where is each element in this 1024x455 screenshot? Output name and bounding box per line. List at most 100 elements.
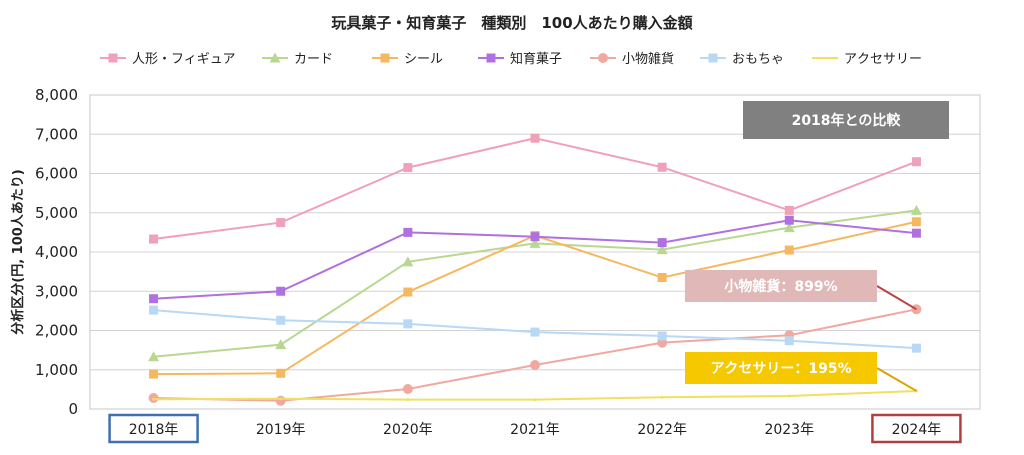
callout-text: 2018年との比較 [792, 112, 902, 129]
x-tick-label: 2022年 [637, 422, 687, 438]
data-point [403, 163, 413, 173]
data-point [275, 395, 286, 406]
data-point [656, 244, 668, 255]
data-point [660, 395, 664, 399]
legend-item: 小物雑貨 [590, 51, 674, 67]
data-point [657, 331, 667, 341]
data-point [149, 294, 159, 304]
data-point [403, 287, 413, 297]
series-知育菓子 [149, 215, 921, 304]
data-point [598, 53, 608, 63]
data-point [276, 286, 286, 296]
data-point [149, 234, 159, 244]
data-point [276, 218, 286, 228]
data-point [152, 397, 156, 401]
data-point [403, 319, 413, 329]
legend-label: カード [294, 52, 333, 67]
legend-item: カード [262, 52, 333, 67]
legend: 人形・フィギュア カード シール 知育菓子 小物雑貨 おもちゃ アクセサリー [100, 51, 922, 67]
data-point [148, 351, 160, 362]
data-point [708, 53, 718, 63]
series-人形・フィギュア [149, 133, 921, 244]
data-point [530, 232, 540, 242]
data-point [402, 256, 414, 267]
series-layer [148, 133, 922, 406]
x-tick-label: 2024年 [892, 422, 942, 438]
y-tick-label: 1,000 [35, 361, 78, 379]
data-point [380, 53, 390, 63]
data-point [269, 52, 281, 63]
legend-label: シール [404, 52, 443, 67]
plot-area [89, 94, 981, 410]
data-point [276, 315, 286, 325]
series-line [153, 137, 917, 241]
data-point [530, 327, 540, 337]
legend-item: おもちゃ [700, 52, 784, 67]
data-point [486, 53, 496, 63]
data-point [533, 398, 537, 402]
y-tick-label: 7,000 [35, 125, 78, 143]
legend-item: 人形・フィギュア [100, 52, 235, 67]
data-point [911, 157, 921, 167]
series-カード [148, 204, 922, 362]
y-tick-label: 3,000 [35, 282, 78, 300]
legend-label: 小物雑貨 [622, 51, 674, 67]
x-tick-highlight-box [871, 413, 962, 444]
legend-label: おもちゃ [732, 52, 784, 67]
chart-title: 玩具菓子・知育菓子 種類別 100人あたり購入金額 [331, 14, 692, 32]
callout: アクセサリー：195% [685, 352, 917, 392]
data-point [911, 228, 921, 238]
x-tick-label: 2019年 [256, 422, 306, 438]
callout-leader [876, 367, 917, 392]
data-point [657, 273, 667, 283]
callout-box [685, 270, 877, 302]
callout-leader [876, 285, 917, 311]
data-point [784, 245, 794, 255]
callout: 2018年との比較 [743, 101, 949, 139]
data-point [910, 204, 922, 215]
data-point [149, 369, 159, 379]
data-point [657, 162, 667, 172]
data-point [783, 222, 795, 233]
y-axis-label: 分析区分(円, 100人あたり) [10, 169, 26, 334]
data-point [784, 205, 794, 215]
legend-label: 人形・フィギュア [132, 52, 235, 67]
x-tick-label: 2020年 [383, 422, 433, 438]
data-point [279, 397, 283, 401]
y-tick-label: 2,000 [35, 322, 78, 340]
x-tick-label: 2021年 [510, 422, 560, 438]
legend-item: 知育菓子 [478, 51, 562, 67]
data-point [276, 368, 286, 378]
data-point [787, 394, 791, 398]
callout: 小物雑貨：899% [685, 270, 917, 311]
y-axis: 0 1,000 2,000 3,000 4,000 5,000 6,000 7,000 8,00… [35, 86, 78, 418]
data-point [530, 360, 540, 371]
x-axis: 2018年 2019年 2020年 2021年 2022年 2023年 2024年 [108, 413, 962, 444]
data-point [657, 238, 667, 248]
legend-item: アクセサリー [812, 52, 922, 67]
legend-label: 知育菓子 [510, 51, 562, 67]
series-アクセサリー [152, 389, 918, 402]
y-tick-label: 0 [68, 400, 78, 418]
data-point [275, 339, 287, 350]
y-tick-label: 6,000 [35, 165, 78, 183]
data-point [911, 217, 921, 227]
data-point [784, 215, 794, 225]
callout-text: アクセサリー：195% [710, 361, 851, 377]
data-point [911, 343, 921, 353]
legend-label: アクセサリー [844, 52, 922, 67]
callout-box [685, 352, 877, 384]
callout-text: 小物雑貨：899% [724, 278, 837, 295]
y-tick-label: 8,000 [35, 86, 78, 104]
data-point [402, 383, 413, 394]
data-point [530, 133, 540, 143]
y-tick-label: 5,000 [35, 204, 78, 222]
x-tick-highlight-box [108, 413, 199, 444]
x-tick-label: 2018年 [129, 422, 179, 438]
data-point [406, 398, 410, 402]
callout-box [743, 101, 949, 139]
y-tick-label: 4,000 [35, 243, 78, 261]
legend-item: シール [372, 52, 443, 67]
